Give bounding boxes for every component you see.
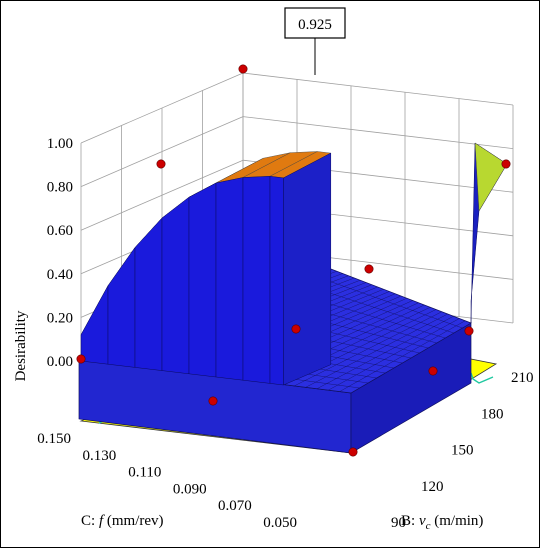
design-point xyxy=(364,264,374,274)
y-tick-label: 180 xyxy=(481,406,504,422)
y-tick-label: 150 xyxy=(451,443,474,459)
y-tick-label: 210 xyxy=(511,370,534,386)
design-point xyxy=(76,354,86,364)
desirability-spike-surface xyxy=(470,142,508,324)
design-point xyxy=(238,64,248,74)
design-point xyxy=(156,159,166,169)
x-tick-label: 0.050 xyxy=(263,515,297,531)
z-tick-label: 0.80 xyxy=(47,180,73,196)
z-axis-label: Desirability xyxy=(13,310,29,381)
z-axis-ticks: 0.00 0.20 0.40 0.60 0.80 1.00 xyxy=(47,136,73,370)
z-tick-label: 1.00 xyxy=(47,136,73,152)
z-tick-label: 0.40 xyxy=(47,267,73,283)
y-tick-label: 90 xyxy=(391,515,406,531)
design-point xyxy=(208,396,218,406)
x-tick-label: 0.130 xyxy=(82,448,116,464)
y-axis-ticks: 90 120 150 180 210 xyxy=(391,370,534,531)
y-axis-label: B: vc (m/min) xyxy=(401,513,483,532)
z-tick-label: 0.60 xyxy=(47,223,73,239)
y-axis-label-prefix: B: xyxy=(401,513,419,529)
callout-value: 0.925 xyxy=(298,17,332,33)
z-tick-label: 0.00 xyxy=(47,354,73,370)
x-tick-label: 0.150 xyxy=(37,431,71,447)
x-tick-label: 0.110 xyxy=(128,465,161,481)
desirability-ridge-surface xyxy=(80,151,332,386)
x-axis-label: C: f (mm/rev) xyxy=(81,513,164,529)
x-tick-label: 0.090 xyxy=(173,481,207,497)
design-point xyxy=(464,326,474,336)
x-tick-label: 0.070 xyxy=(218,498,252,514)
x-axis-label-var: f xyxy=(99,513,105,529)
x-axis-label-unit: (mm/rev) xyxy=(103,513,163,529)
x-axis-ticks: 0.150 0.130 0.110 0.090 0.070 0.050 xyxy=(37,431,297,531)
y-axis-label-unit: (m/min) xyxy=(431,513,484,529)
design-point xyxy=(291,324,301,334)
y-axis-label-var: v xyxy=(419,513,426,529)
design-point xyxy=(428,366,438,376)
design-point xyxy=(501,159,511,169)
design-point xyxy=(348,447,358,457)
y-axis-label-sub: c xyxy=(426,520,431,532)
callout-box xyxy=(284,7,346,39)
design-points xyxy=(76,64,511,457)
x-axis-label-prefix: C: xyxy=(81,513,99,529)
z-tick-label: 0.20 xyxy=(47,310,73,326)
y-tick-label: 120 xyxy=(421,479,444,495)
